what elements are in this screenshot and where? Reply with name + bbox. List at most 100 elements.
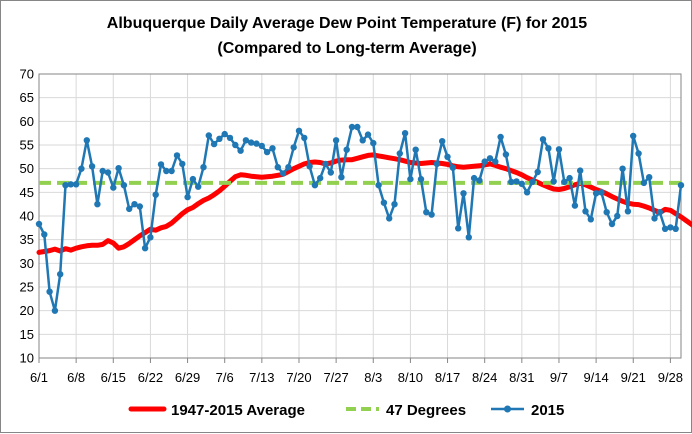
data-point-2015 [184,193,191,201]
y-tick-label: 15 [20,327,34,342]
data-point-2015 [110,184,117,191]
y-tick-label: 60 [20,114,34,129]
data-point-2015 [598,189,605,196]
legend: 1947-2015 Average 47 Degrees 2015 [128,402,564,419]
data-point-2015 [210,140,218,148]
chart-subtitle: (Compared to Long-term Average) [217,40,476,57]
y-tick-label: 45 [20,185,34,200]
x-tick-label: 8/17 [435,370,460,385]
data-point-2015 [354,123,361,131]
data-point-2015 [513,178,520,185]
data-point-2015 [640,179,648,187]
x-tick-label: 6/29 [175,370,200,385]
data-point-2015 [242,137,250,144]
data-point-2015 [253,140,260,147]
x-tick-label: 7/13 [249,370,274,385]
data-point-2015 [619,165,626,172]
data-point-2015 [179,160,186,168]
data-point-2015 [157,161,165,168]
data-point-2015 [370,139,377,147]
y-tick-label: 20 [20,303,34,318]
data-point-2015 [237,147,244,154]
data-point-2015 [539,136,547,143]
data-point-2015 [67,181,75,188]
y-tick-label: 65 [20,90,34,105]
data-point-2015 [131,201,138,208]
data-point-2015 [359,137,366,144]
data-point-2015 [508,178,515,186]
x-tick-label: 7/20 [286,370,311,385]
data-point-2015 [94,201,101,208]
y-tick-label: 55 [20,138,34,153]
data-point-2015 [338,174,345,181]
data-point-2015 [51,307,59,314]
data-point-2015 [423,209,430,216]
data-point-2015 [327,169,334,176]
x-tick-label: 6/8 [67,370,85,385]
data-point-2015 [248,139,255,146]
data-point-2015 [126,205,133,213]
y-tick-label: 70 [20,67,34,82]
data-point-2015 [152,191,159,198]
data-point-2015 [120,182,128,189]
series-line-2015 [37,125,683,312]
x-axis-ticks: 6/1 6/8 6/15 6/22 6/29 7/6 7/13 7/20 7/27 8/3 8/10… [30,358,683,385]
data-point-2015 [35,220,43,228]
legend-label: 1947-2015 Average [171,402,305,419]
data-point-2015 [407,175,414,183]
data-point-2015 [99,167,106,175]
data-point-2015 [386,215,393,222]
data-point-2015 [455,225,462,232]
x-tick-label: 6/1 [30,370,48,385]
data-point-2015 [492,158,499,165]
data-point-2015 [481,158,488,165]
data-point-2015 [141,245,149,252]
x-tick-label: 6/15 [101,370,126,385]
x-tick-label: 7/6 [216,370,234,385]
data-point-2015 [375,182,382,189]
data-point-2015 [348,123,356,131]
data-point-2015 [274,164,281,171]
data-point-2015 [226,134,234,142]
data-point-2015 [428,211,435,218]
data-point-2015 [136,203,143,210]
data-point-2015 [566,174,573,182]
data-point-2015 [306,163,313,170]
legend-label: 2015 [531,402,564,419]
data-point-2015 [433,160,441,168]
data-point-2015 [534,168,541,176]
data-point-2015 [396,150,403,157]
data-point-2015 [46,288,53,295]
data-point-2015 [672,225,679,232]
data-point-2015 [577,167,584,174]
data-point-2015 [41,231,48,238]
data-point-2015 [364,131,372,138]
data-point-2015 [470,174,478,182]
data-point-2015 [322,160,329,168]
data-point-2015 [290,144,297,151]
data-point-2015 [624,208,632,215]
data-point-2015 [614,212,621,220]
x-tick-label: 8/3 [364,370,382,385]
data-point-2015 [523,189,531,196]
data-point-2015 [391,201,398,208]
data-point-2015 [592,190,600,197]
data-point-2015 [571,202,579,209]
data-point-2015 [279,170,287,177]
x-tick-label: 9/21 [621,370,646,385]
data-point-2015 [343,146,350,153]
data-point-2015 [486,155,494,162]
data-point-2015 [317,174,324,182]
data-point-2015 [62,182,69,189]
y-tick-label: 30 [20,256,34,271]
data-point-2015 [555,146,563,153]
x-tick-label: 6/22 [138,370,163,385]
y-tick-label: 25 [20,280,34,295]
data-point-2015 [608,220,616,228]
data-point-2015 [502,151,510,158]
data-point-2015 [205,132,212,139]
gridlines [38,73,681,359]
data-point-2015 [200,164,207,171]
data-point-2015 [221,130,228,138]
